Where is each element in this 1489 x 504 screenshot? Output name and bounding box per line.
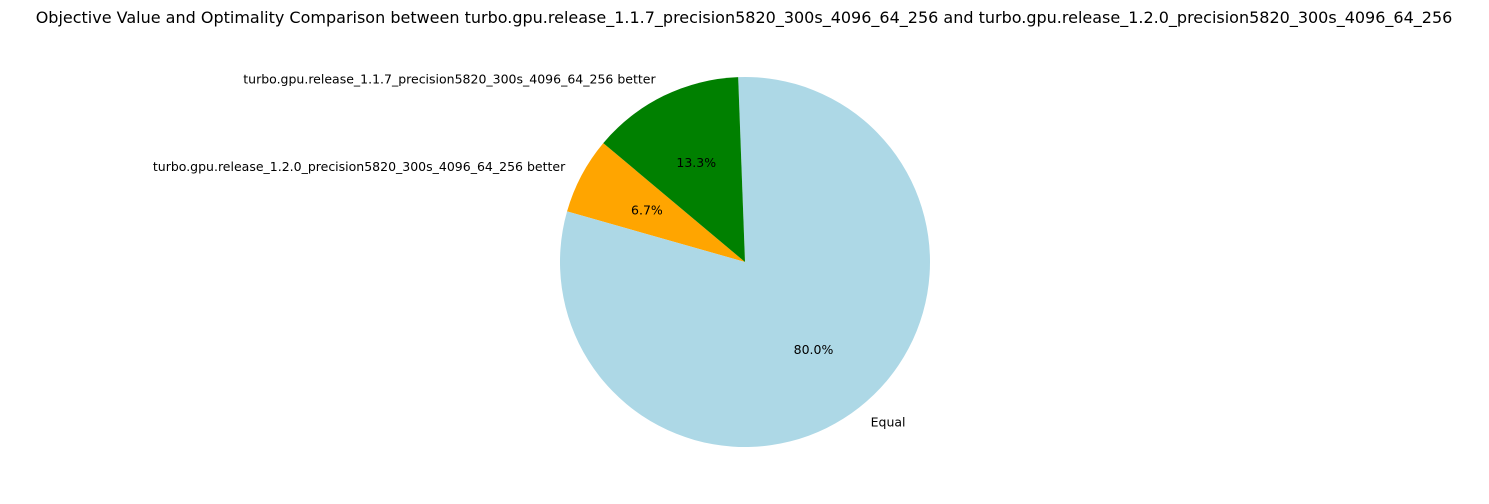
pie-percent-label: 13.3% — [676, 155, 716, 170]
pie-category-label: turbo.gpu.release_1.1.7_precision5820_30… — [243, 72, 656, 87]
pie-percent-label: 80.0% — [794, 342, 834, 357]
pie-slices — [560, 76, 930, 447]
pie-labels: 6.7% turbo.gpu.release_1.2.0_precision582… — [153, 72, 906, 430]
pie-category-label: Equal — [871, 415, 906, 430]
pie-slice-turbo-gpu-release-1-1-7-precision5820-300s-4096-64-256-better — [603, 77, 745, 263]
pie-category-label: turbo.gpu.release_1.2.0_precision5820_30… — [153, 159, 566, 174]
pie-percent-label: 6.7% — [631, 202, 663, 217]
pie-slice-turbo-gpu-release-1-2-0-precision5820-300s-4096-64-256-better — [567, 143, 745, 262]
chart-title: Objective Value and Optimality Compariso… — [36, 8, 1453, 28]
